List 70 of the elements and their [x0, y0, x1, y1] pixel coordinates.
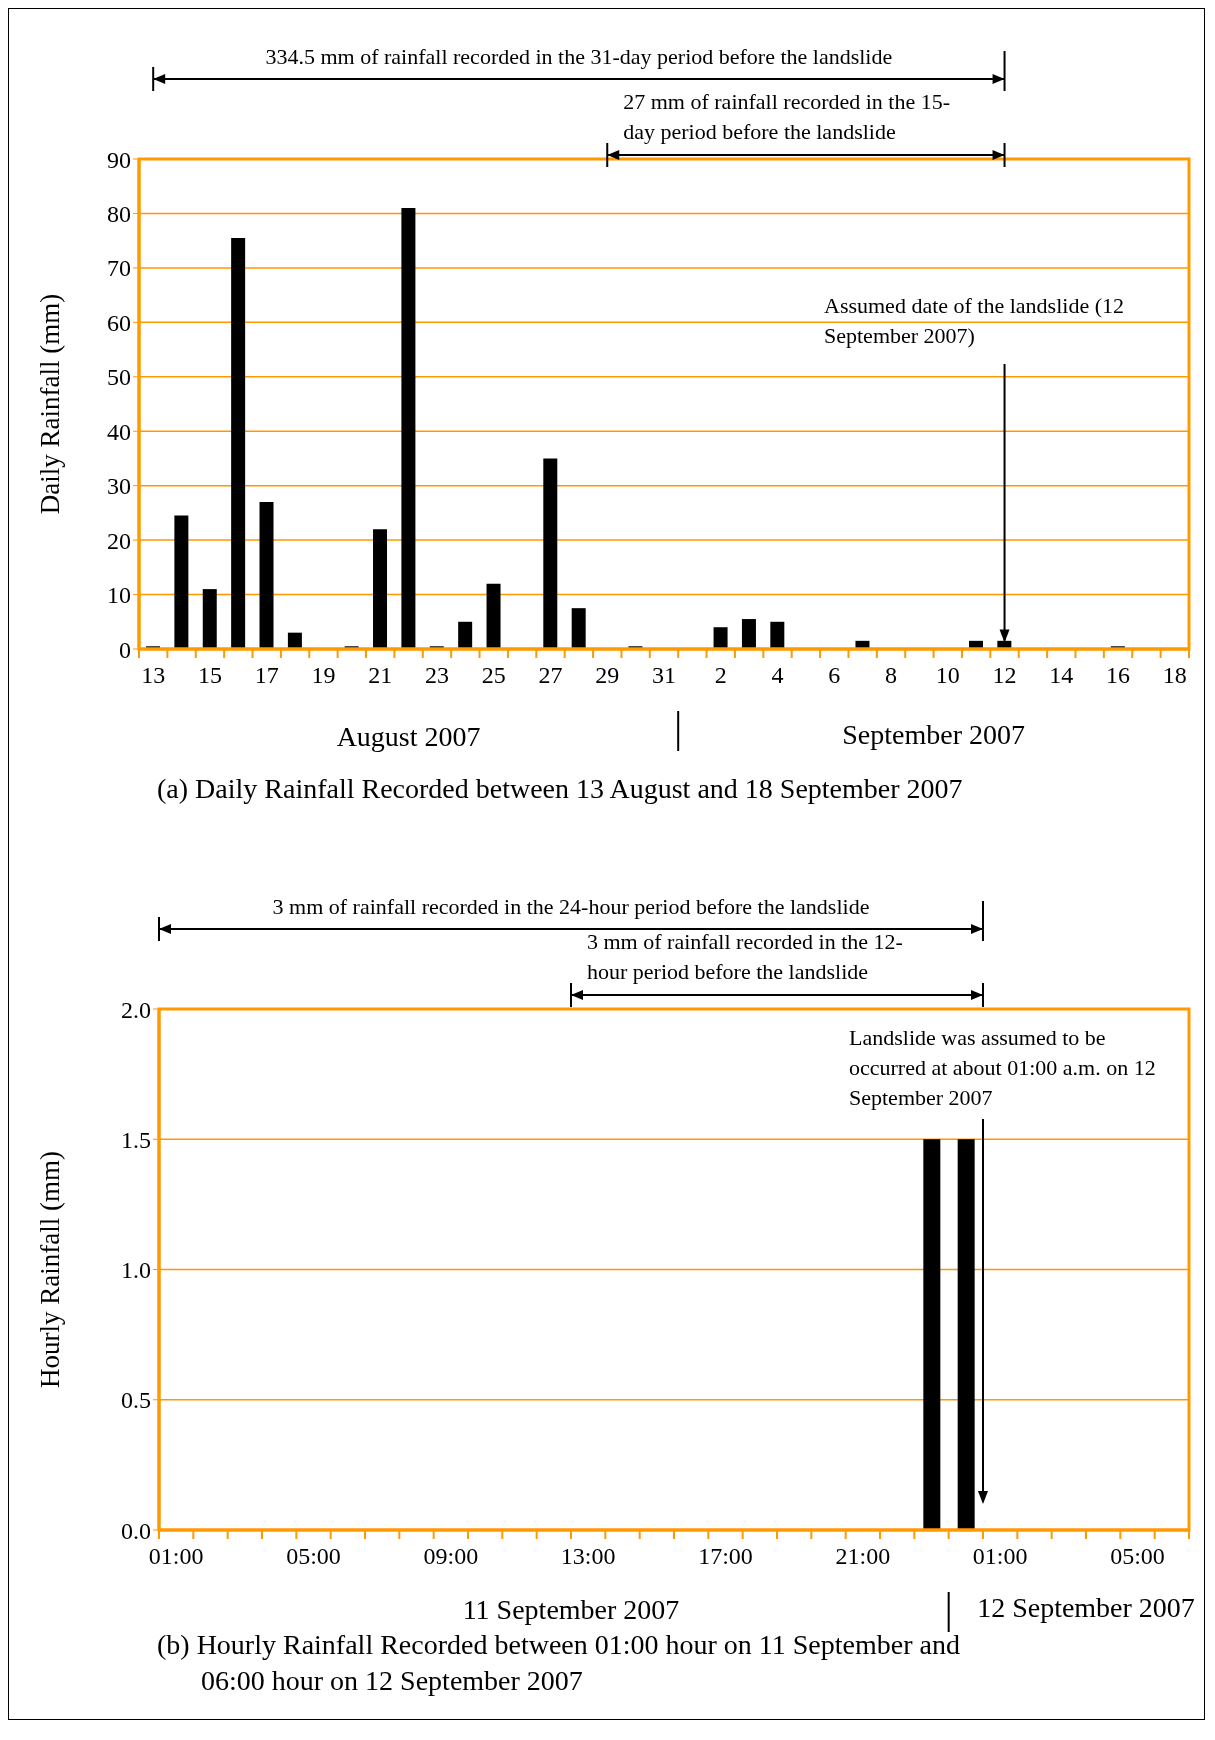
y-tick-label: 0.0 [121, 1517, 151, 1544]
x-tick-label: 13:00 [560, 1543, 616, 1569]
x-tick-label: 16 [1106, 662, 1131, 688]
bar [741, 619, 756, 649]
y-tick-label: 90 [107, 146, 131, 173]
y-tick-label: 10 [107, 582, 131, 609]
y-tick-label: 2.0 [121, 996, 151, 1023]
x-tick-label: 15 [197, 662, 222, 688]
bar [571, 608, 586, 649]
bar [259, 502, 274, 649]
y-tick-label: 80 [107, 200, 131, 227]
bar [287, 632, 302, 649]
x-tick-label: 21 [368, 662, 393, 688]
text: (a) Daily Rainfall Recorded between 13 August and 18 September 2007 [157, 772, 964, 806]
x-tick-label: 21:00 [835, 1543, 891, 1569]
text: September 2007 [841, 719, 1026, 751]
x-tick-label: 01:00 [148, 1543, 204, 1569]
x-tick-label: 12 [992, 662, 1017, 688]
text: 3 mm of rainfall recorded in the 12-hour period before the landslide [587, 928, 904, 986]
x-tick-label: 05:00 [286, 1543, 341, 1569]
annotation: Assumed date of the landslide (12 September 2007) [824, 292, 1124, 350]
y-axis-title: Daily Rainfall (mm) [34, 293, 65, 515]
x-tick-label: 25 [481, 662, 506, 688]
text: (b) Hourly Rainfall Recorded between 01:00 hour on 11 September and 06:00 hour on 12 September 2007 [157, 1628, 961, 1698]
text: 27 mm of rainfall recorded in the 15-day period before the landslide [623, 88, 952, 146]
x-tick-label: 01:00 [972, 1543, 1028, 1569]
y-tick-label: 30 [107, 473, 131, 500]
x-tick-label: 09:00 [423, 1543, 479, 1569]
x-tick-label: 05:00 [1110, 1543, 1165, 1569]
bar [401, 208, 416, 649]
bar [231, 237, 246, 649]
bar [770, 621, 785, 649]
x-tick-label: 31 [652, 662, 676, 688]
y-tick-label: 60 [107, 309, 131, 336]
y-tick-label: 1.5 [121, 1126, 151, 1153]
y-axis-title: Hourly Rainfall (mm) [34, 1151, 65, 1388]
bar [458, 621, 473, 649]
x-tick-label: 17:00 [698, 1543, 753, 1569]
text: 12 September 2007 [976, 1592, 1196, 1624]
text: August 2007 [335, 721, 482, 753]
bar [543, 458, 558, 649]
text: 334.5 mm of rainfall recorded in the 31-day period before the landslide [264, 44, 894, 70]
x-tick-label: 29 [595, 662, 620, 688]
bar [486, 583, 501, 649]
annotation: Landslide was assumed to be occurred at about 01:00 a.m. on 12 September 2007 [849, 1024, 1157, 1112]
x-tick-label: 6 [828, 662, 841, 688]
x-tick-label: 14 [1049, 662, 1074, 688]
x-tick-label: 13 [141, 662, 166, 688]
bar [174, 515, 189, 649]
bar [713, 627, 728, 649]
y-tick-label: 0 [119, 636, 131, 663]
y-tick-label: 50 [107, 364, 131, 391]
x-tick-label: 27 [538, 662, 563, 688]
x-tick-label: 23 [424, 662, 449, 688]
y-tick-label: 70 [107, 255, 131, 282]
x-tick-label: 2 [714, 662, 727, 688]
x-tick-label: 10 [935, 662, 960, 688]
x-tick-label: 17 [254, 662, 279, 688]
text: 3 mm of rainfall recorded in the 24-hour period before the landslide [271, 894, 871, 920]
bar [373, 529, 388, 649]
bar [202, 589, 217, 649]
y-tick-label: 20 [107, 527, 131, 554]
y-tick-label: 0.5 [121, 1387, 151, 1414]
x-tick-label: 18 [1162, 662, 1187, 688]
x-tick-label: 4 [771, 662, 784, 688]
x-tick-label: 19 [311, 662, 336, 688]
y-tick-label: 1.0 [121, 1257, 151, 1284]
text: 11 September 2007 [461, 1594, 681, 1626]
y-tick-label: 40 [107, 418, 131, 445]
x-tick-label: 8 [885, 662, 898, 688]
